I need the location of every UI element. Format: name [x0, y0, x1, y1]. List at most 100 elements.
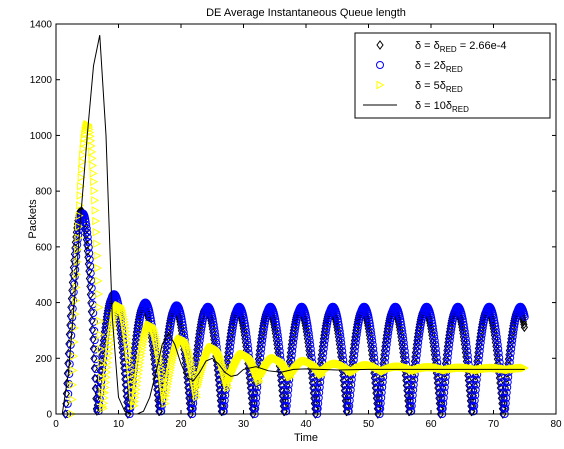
data-point — [100, 398, 109, 408]
data-point — [99, 349, 108, 358]
data-point — [384, 325, 393, 334]
data-point — [440, 383, 449, 392]
data-point — [334, 318, 343, 327]
data-point — [507, 340, 516, 349]
data-point — [219, 407, 228, 416]
data-point — [377, 388, 386, 397]
data-point — [283, 396, 292, 405]
data-point — [316, 378, 325, 387]
data-point — [474, 355, 483, 364]
data-point — [65, 369, 74, 378]
data-point — [71, 323, 80, 333]
legend-label-main: δ = 5δ — [415, 80, 446, 92]
data-point — [95, 289, 104, 299]
data-point — [77, 181, 86, 191]
data-point — [365, 316, 374, 325]
data-point — [312, 399, 321, 408]
data-point — [251, 404, 260, 413]
data-point — [84, 243, 93, 252]
data-point — [125, 351, 134, 360]
data-point — [414, 338, 423, 347]
data-point — [429, 329, 438, 338]
series-3 — [56, 35, 525, 415]
data-point — [218, 401, 226, 411]
legend-label: δ = 5δRED — [415, 80, 463, 94]
data-point — [508, 336, 517, 345]
data-point — [501, 404, 510, 413]
data-point — [126, 360, 135, 370]
data-point — [416, 324, 425, 333]
data-point — [282, 407, 291, 416]
data-point — [354, 318, 363, 327]
data-point — [88, 147, 97, 157]
data-point — [96, 330, 105, 340]
data-point — [499, 409, 507, 419]
data-point — [385, 319, 394, 328]
data-point — [161, 399, 170, 408]
data-point — [372, 378, 381, 387]
data-point — [493, 340, 502, 349]
data-point — [274, 338, 283, 347]
data-point — [243, 336, 252, 345]
data-point — [102, 377, 111, 387]
data-point — [354, 320, 363, 329]
data-point — [319, 344, 328, 353]
data-point — [404, 385, 413, 394]
data-point — [350, 351, 359, 360]
data-point — [438, 404, 447, 413]
data-point — [497, 378, 506, 387]
data-point — [303, 319, 312, 328]
data-point — [73, 240, 82, 249]
data-point — [291, 320, 300, 329]
data-point — [275, 342, 284, 351]
data-point — [376, 399, 385, 408]
data-point — [431, 340, 440, 349]
data-point — [439, 393, 448, 402]
data-point — [463, 351, 472, 360]
data-point — [490, 316, 499, 325]
data-point — [91, 355, 100, 364]
data-point — [320, 336, 329, 345]
legend-label: δ = 2δRED — [415, 60, 463, 74]
data-point — [311, 409, 319, 419]
data-point — [502, 388, 511, 397]
data-point — [90, 186, 99, 196]
data-point — [406, 401, 414, 411]
data-point — [92, 216, 101, 226]
data-point — [287, 351, 296, 360]
legend-marker-swatch — [376, 80, 385, 90]
data-point — [76, 191, 85, 200]
data-point — [472, 375, 481, 384]
data-point — [458, 315, 467, 324]
x-axis-label: Time — [294, 432, 318, 444]
data-point — [68, 304, 77, 313]
x-tick-label: 30 — [238, 419, 250, 430]
data-point — [90, 177, 99, 187]
data-point — [396, 318, 405, 327]
axes: 0 10 20 30 40 50 60 70 8002004006008001000120014… — [30, 20, 562, 431]
data-point — [323, 319, 332, 328]
data-point — [310, 383, 319, 392]
data-point — [428, 319, 437, 328]
data-point — [127, 375, 136, 385]
data-point — [470, 396, 479, 405]
data-point — [443, 353, 452, 362]
data-point — [430, 336, 439, 345]
data-point — [469, 407, 478, 416]
data-point — [242, 329, 251, 338]
data-point — [408, 391, 417, 400]
data-point — [229, 320, 238, 329]
data-point — [509, 325, 518, 334]
data-point — [291, 324, 300, 333]
data-point — [102, 372, 111, 382]
data-point — [69, 366, 78, 375]
data-point — [63, 378, 71, 389]
data-point — [520, 319, 528, 330]
data-point — [89, 161, 98, 170]
data-point — [313, 404, 322, 413]
data-point — [255, 377, 264, 387]
data-point — [146, 311, 155, 320]
data-point — [383, 336, 392, 345]
data-point — [382, 340, 391, 349]
